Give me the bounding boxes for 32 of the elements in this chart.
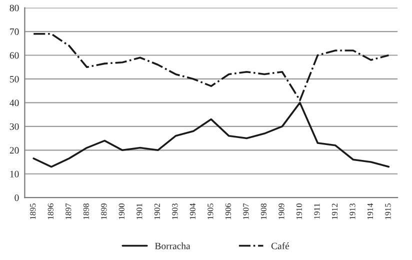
x-tick-label: 1897 — [66, 203, 72, 220]
x-tick-label: 1906 — [225, 203, 231, 220]
x-tick-label: 1912 — [332, 204, 338, 220]
y-tick-label: 30 — [10, 123, 19, 130]
x-tick-label: 1910 — [296, 203, 302, 220]
x-tick-label: 1902 — [154, 204, 160, 220]
x-tick-label: 1905 — [208, 203, 214, 220]
y-tick-label: 60 — [10, 52, 19, 59]
legend-label: Café — [271, 242, 290, 250]
x-tick-label: 1904 — [190, 203, 196, 220]
y-tick-label: 40 — [10, 100, 19, 106]
x-tick-label: 1901 — [136, 204, 142, 220]
y-tick-label: 10 — [10, 170, 19, 178]
x-tick-label: 1911 — [314, 204, 320, 219]
x-tick-label: 1895 — [30, 203, 36, 220]
y-tick-label: 0 — [14, 194, 19, 202]
x-tick-label: 1896 — [48, 203, 54, 220]
x-tick-label: 1907 — [243, 203, 249, 220]
x-tick-label: 1913 — [350, 203, 356, 220]
x-tick-label: 1908 — [260, 203, 266, 220]
legend-label: Borracha — [154, 242, 190, 250]
y-tick-label: 20 — [10, 147, 19, 154]
y-tick-label: 70 — [10, 28, 19, 35]
x-tick-label: 1899 — [101, 203, 107, 220]
y-tick-label: 80 — [10, 4, 19, 12]
y-tick-label: 50 — [10, 76, 19, 82]
x-tick-label: 1914 — [367, 203, 374, 220]
x-tick-label: 1898 — [83, 203, 89, 220]
x-tick-label: 1900 — [118, 203, 124, 220]
x-tick-label: 1903 — [172, 203, 178, 220]
x-tick-label: 1909 — [278, 203, 284, 220]
x-tick-label: 1915 — [385, 203, 391, 220]
